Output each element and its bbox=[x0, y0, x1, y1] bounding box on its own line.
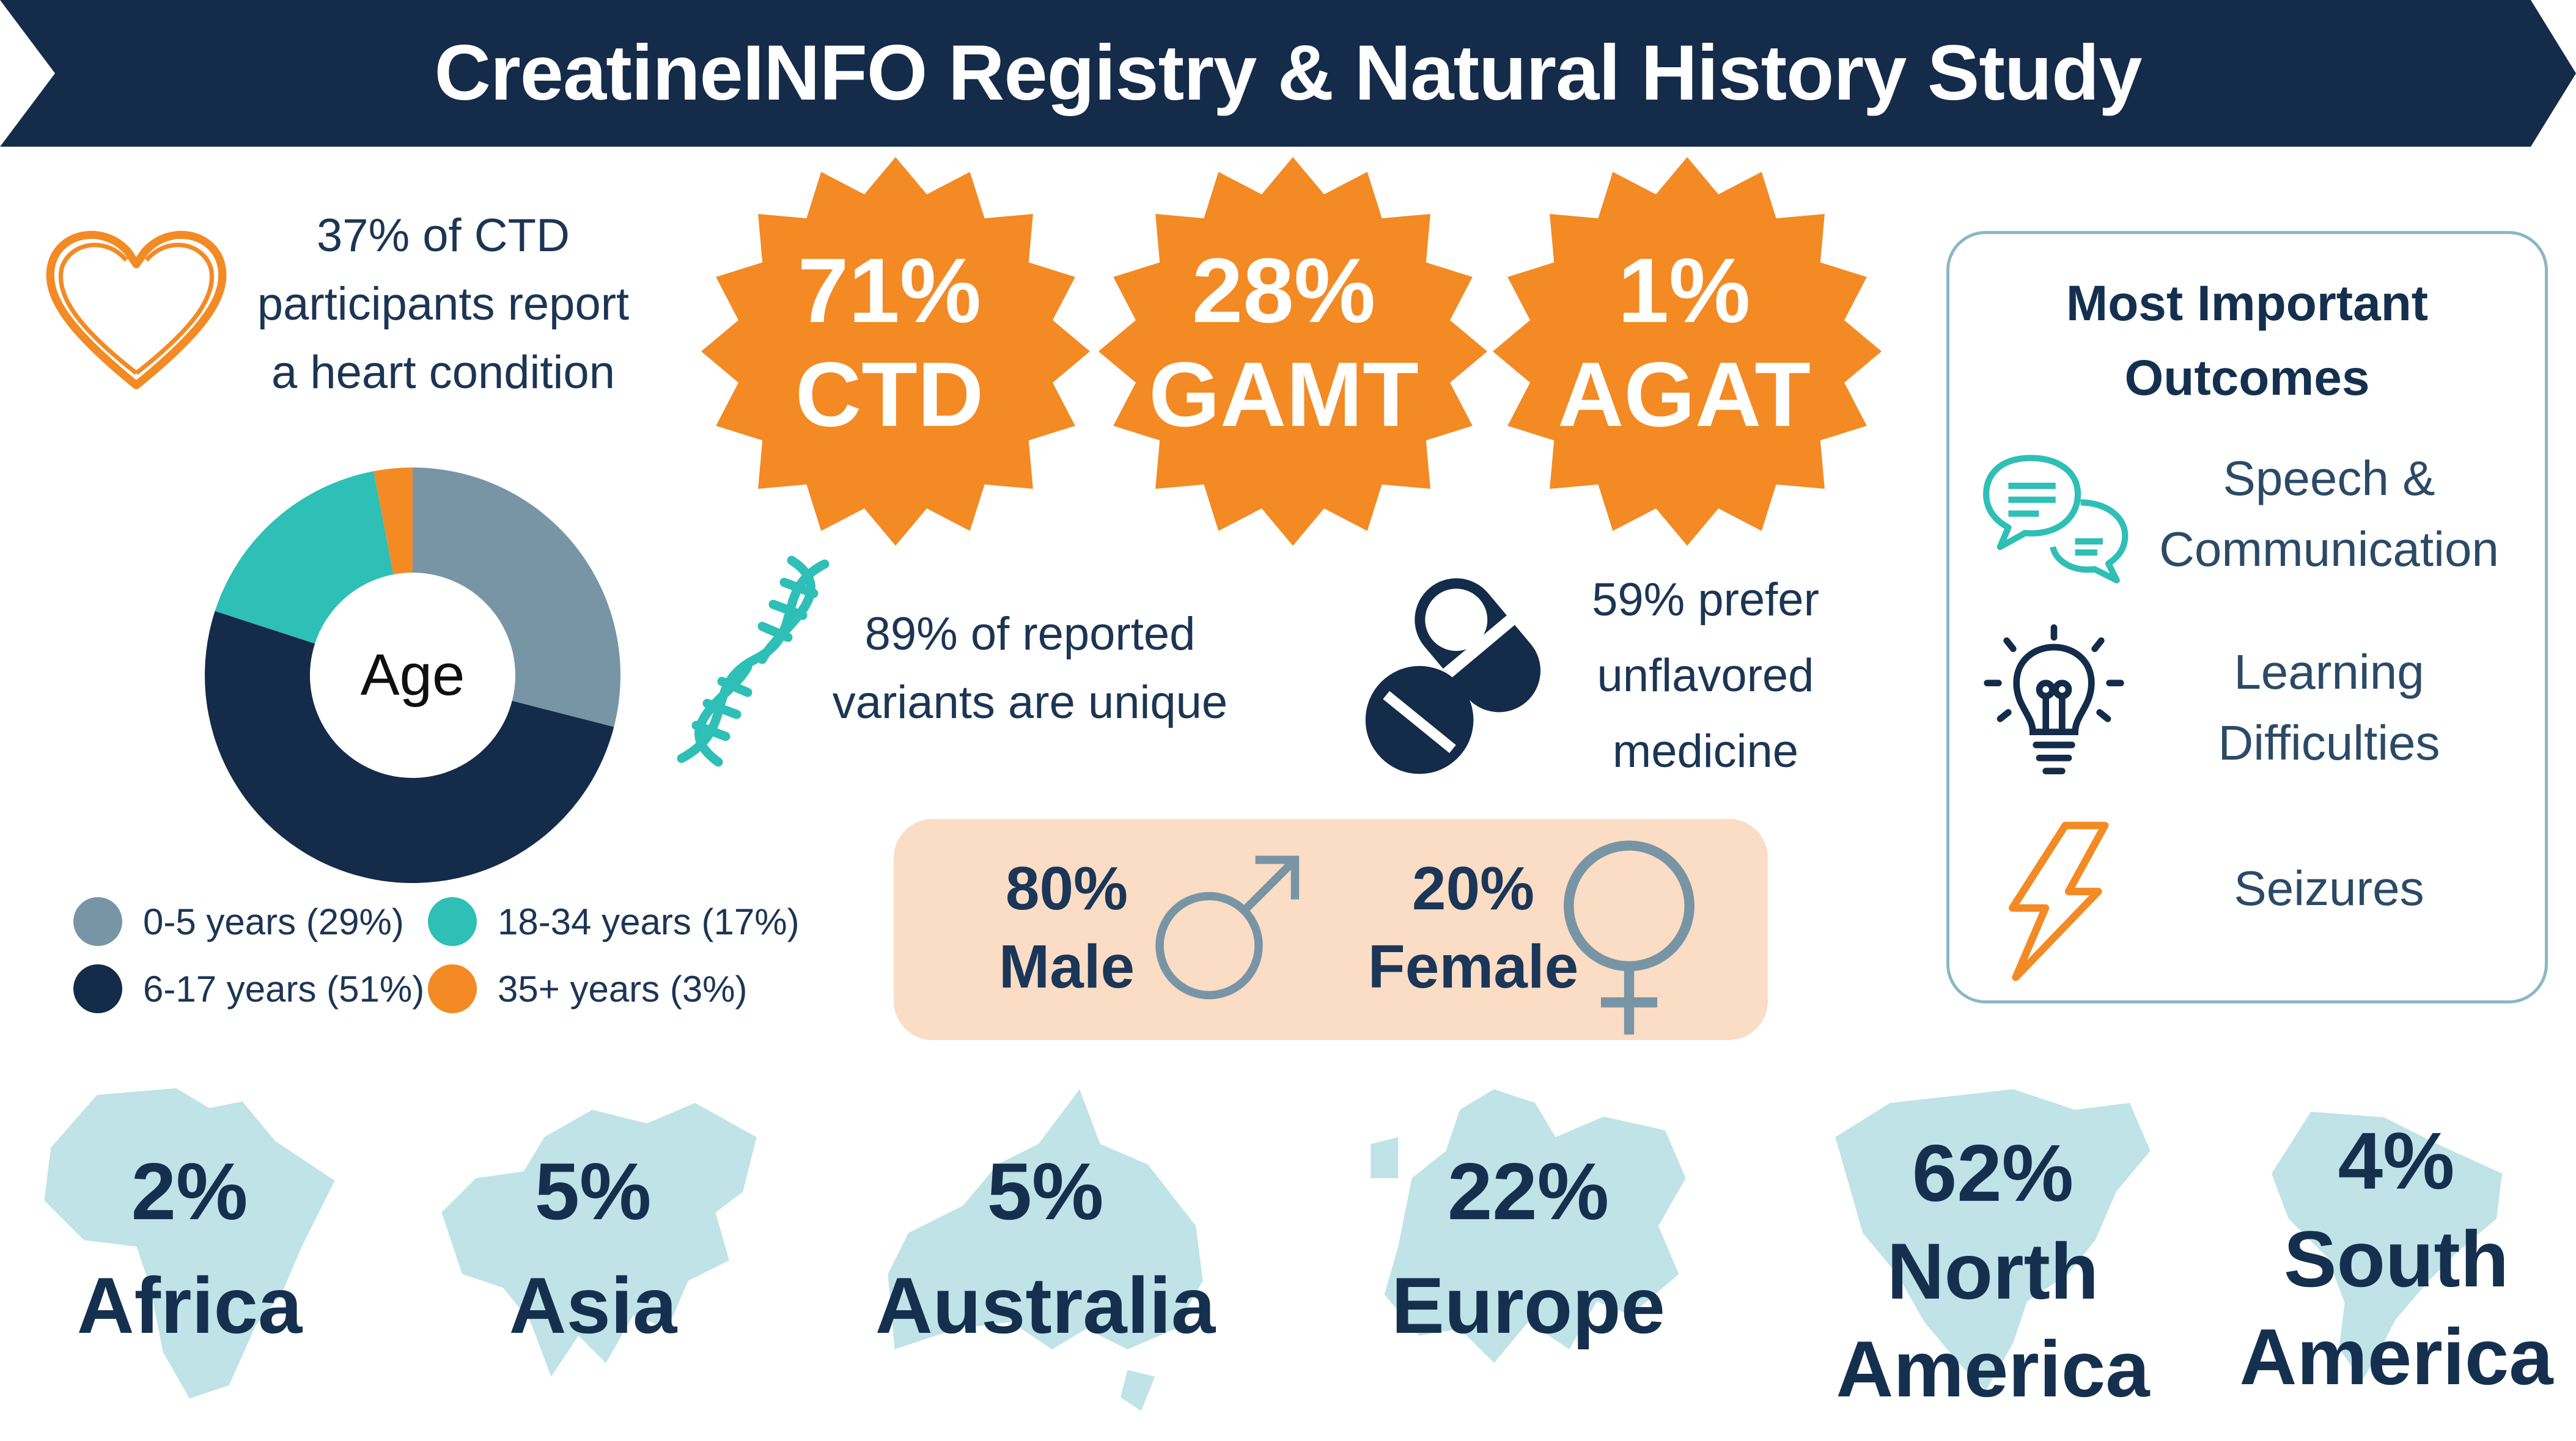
medicine-stat-line: medicine bbox=[1612, 725, 1799, 777]
region-percent: 4% bbox=[2338, 1116, 2455, 1206]
legend-label: 18-34 years (17%) bbox=[498, 901, 800, 942]
gender-percent: 80% bbox=[1005, 854, 1128, 923]
donut-center-label: Age bbox=[360, 642, 465, 708]
region-europe: 22% Europe bbox=[1345, 1143, 1712, 1354]
variants-stat-text: 89% of reported variants are unique bbox=[798, 600, 1262, 737]
legend-swatch bbox=[73, 964, 122, 1013]
legend-swatch bbox=[428, 897, 477, 946]
gender-percent: 20% bbox=[1411, 854, 1535, 923]
starburst-gamt: 28% GAMT bbox=[1100, 238, 1467, 446]
page-title: CreatineINFO Registry & Natural History … bbox=[434, 29, 2143, 117]
region-north-america: 62% North America bbox=[1809, 1124, 2176, 1418]
title-banner bbox=[0, 0, 2576, 147]
capsule-pill-icon bbox=[1365, 578, 1541, 774]
region-south-america: 4% South America bbox=[2225, 1112, 2567, 1406]
north-america-map-icon bbox=[1835, 1089, 2151, 1391]
starburst-shape bbox=[1493, 157, 1882, 546]
legend-item: 35+ years (3%) bbox=[428, 964, 748, 1013]
deficiency-label: AGAT bbox=[1558, 343, 1811, 446]
dna-icon bbox=[677, 556, 830, 767]
donut-slice bbox=[205, 610, 614, 883]
africa-map-icon bbox=[44, 1088, 335, 1399]
region-name: North bbox=[1886, 1226, 2099, 1316]
region-name: Asia bbox=[509, 1261, 677, 1350]
legend-label: 35+ years (3%) bbox=[498, 968, 748, 1010]
outcome-label-line: Speech & bbox=[2223, 451, 2435, 505]
heart-stat-text: 37% of CTD participants report a heart c… bbox=[220, 202, 666, 407]
female-stat: 20% Female bbox=[1363, 849, 1583, 1006]
outcome-seizures: Seizures bbox=[2140, 853, 2519, 924]
legend-label: 0-5 years (29%) bbox=[143, 901, 404, 942]
outcomes-title-line: Most Important bbox=[2066, 276, 2429, 331]
heart-stat-line: 37% of CTD bbox=[317, 210, 570, 262]
starburst-agat: 1% AGAT bbox=[1501, 238, 1868, 446]
medicine-stat-line: 59% prefer bbox=[1592, 574, 1819, 626]
region-percent: 2% bbox=[131, 1146, 248, 1236]
region-name: Europe bbox=[1391, 1261, 1665, 1350]
region-percent: 5% bbox=[534, 1146, 652, 1236]
starburst-ctd: 71% CTD bbox=[706, 238, 1073, 446]
region-africa: 2% Africa bbox=[18, 1143, 361, 1354]
outcome-label-line: Communication bbox=[2159, 522, 2499, 576]
starburst-shape bbox=[701, 157, 1090, 546]
variants-stat-line: 89% of reported bbox=[864, 608, 1196, 660]
outcomes-title: Most Important Outcomes bbox=[1946, 266, 2548, 416]
region-australia: 5% Australia bbox=[844, 1143, 1247, 1354]
starburst-shape bbox=[1098, 157, 1487, 546]
deficiency-percent: 1% bbox=[1617, 239, 1751, 342]
region-name: South bbox=[2283, 1214, 2509, 1304]
region-name: Australia bbox=[875, 1261, 1216, 1350]
region-percent: 62% bbox=[1912, 1128, 2074, 1218]
region-percent: 22% bbox=[1447, 1146, 1610, 1236]
donut-slice bbox=[374, 468, 413, 574]
lightning-bolt-icon bbox=[2009, 821, 2109, 981]
deficiency-label: GAMT bbox=[1149, 343, 1419, 446]
legend-label: 6-17 years (51%) bbox=[143, 968, 425, 1010]
male-stat: 80% Male bbox=[966, 849, 1168, 1006]
legend-item: 18-34 years (17%) bbox=[428, 897, 800, 946]
region-name: Africa bbox=[76, 1261, 303, 1350]
deficiency-percent: 71% bbox=[797, 239, 982, 342]
variants-stat-line: variants are unique bbox=[832, 676, 1228, 728]
legend-item: 6-17 years (51%) bbox=[73, 964, 424, 1013]
outcomes-title-line: Outcomes bbox=[2124, 350, 2370, 406]
deficiency-starbursts bbox=[701, 157, 1882, 546]
age-donut-chart bbox=[205, 468, 621, 883]
outcomes-panel bbox=[1946, 231, 2548, 1003]
donut-slice bbox=[215, 471, 394, 644]
female-symbol-icon bbox=[1564, 840, 1695, 1035]
deficiency-percent: 28% bbox=[1191, 239, 1376, 342]
europe-map-icon bbox=[1371, 1089, 1686, 1363]
region-percent: 5% bbox=[987, 1146, 1104, 1236]
south-america-map-icon bbox=[2272, 1112, 2503, 1382]
deficiency-label: CTD bbox=[795, 343, 984, 446]
region-name: America bbox=[2239, 1312, 2553, 1401]
australia-map-icon bbox=[888, 1089, 1203, 1411]
medicine-stat-text: 59% prefer unflavored medicine bbox=[1553, 562, 1858, 790]
lightbulb-icon bbox=[1984, 624, 2124, 774]
heart-stat-line: a heart condition bbox=[271, 346, 615, 398]
heart-outline-icon bbox=[46, 230, 227, 389]
legend-swatch bbox=[428, 964, 477, 1013]
asia-map-icon bbox=[441, 1102, 757, 1377]
speech-bubbles-icon bbox=[1982, 455, 2129, 584]
legend-item: 0-5 years (29%) bbox=[73, 897, 404, 946]
gender-label: Female bbox=[1367, 933, 1579, 1001]
region-name: America bbox=[1836, 1324, 2150, 1414]
outcome-learning: Learning Difficulties bbox=[2140, 637, 2519, 779]
outcome-label-line: Learning bbox=[2234, 645, 2424, 699]
outcome-label-line: Seizures bbox=[2234, 861, 2424, 915]
outcome-speech: Speech & Communication bbox=[2140, 443, 2519, 585]
legend-swatch bbox=[73, 897, 122, 946]
donut-slice bbox=[413, 468, 621, 727]
male-symbol-icon bbox=[1155, 856, 1300, 1000]
heart-stat-line: participants report bbox=[257, 278, 630, 330]
medicine-stat-line: unflavored bbox=[1597, 650, 1814, 702]
outcome-label-line: Difficulties bbox=[2218, 716, 2440, 770]
region-asia: 5% Asia bbox=[422, 1143, 764, 1354]
gender-label: Male bbox=[998, 933, 1135, 1001]
